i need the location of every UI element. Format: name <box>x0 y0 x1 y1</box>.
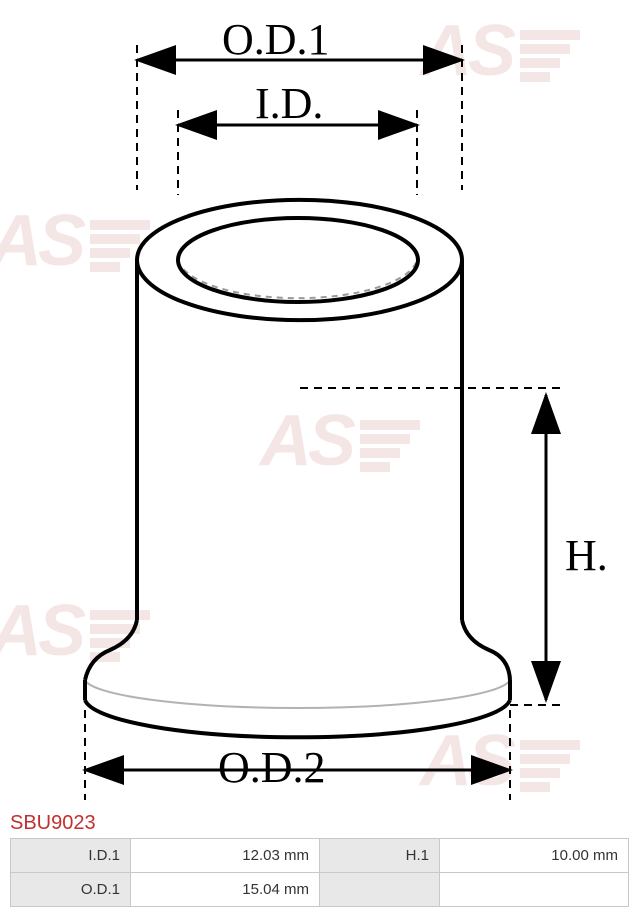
spec-value: 10.00 mm <box>440 839 629 873</box>
spec-label: I.D.1 <box>11 839 131 873</box>
diagram-container: AS AS AS AS AS <box>0 0 639 810</box>
label-od2: O.D.2 <box>218 742 326 793</box>
spec-value: 15.04 mm <box>131 873 320 907</box>
spec-value: 12.03 mm <box>131 839 320 873</box>
label-h: H. <box>565 530 608 581</box>
product-code: SBU9023 <box>10 812 96 835</box>
table-row: O.D.1 15.04 mm <box>11 873 629 907</box>
label-od1: O.D.1 <box>222 14 330 65</box>
spec-label: O.D.1 <box>11 873 131 907</box>
table-row: I.D.1 12.03 mm H.1 10.00 mm <box>11 839 629 873</box>
spec-label <box>320 873 440 907</box>
label-id: I.D. <box>255 78 323 129</box>
spec-value <box>440 873 629 907</box>
spec-table: I.D.1 12.03 mm H.1 10.00 mm O.D.1 15.04 … <box>10 838 629 907</box>
spec-label: H.1 <box>320 839 440 873</box>
